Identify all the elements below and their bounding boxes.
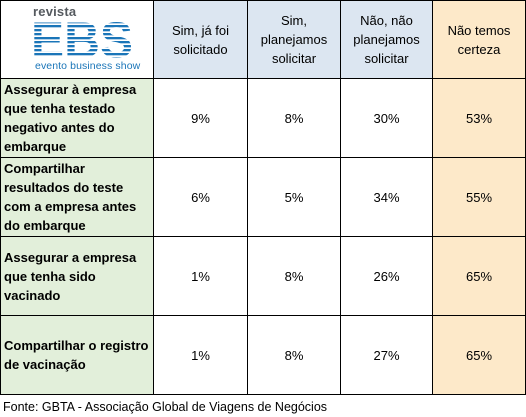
table-row: Assegurar à empresa que tenha testado ne…	[0, 78, 526, 158]
column-header: Sim, planejamos solicitar	[247, 0, 341, 79]
row-label: Compartilhar resultados do teste com a e…	[0, 157, 154, 237]
table-cell: 8%	[247, 236, 341, 316]
logo-cell: revista EBS evento business show	[0, 0, 154, 79]
table-cell: 6%	[153, 157, 248, 237]
logo-letters-graphic: EBS	[31, 17, 133, 59]
table-row: Assegurar a empresa que tenha sido vacin…	[0, 236, 526, 316]
ebs-logo: revista EBS evento business show	[1, 1, 154, 78]
header-row: revista EBS evento business show Sim, já…	[0, 0, 526, 79]
table-cell: 34%	[340, 157, 433, 237]
column-header: Sim, já foi solicitado	[153, 0, 248, 79]
table-cell: 27%	[340, 315, 433, 395]
table-cell: 30%	[340, 78, 433, 158]
table-cell: 8%	[247, 315, 341, 395]
table-cell: 55%	[432, 157, 526, 237]
table-cell: 5%	[247, 157, 341, 237]
table-cell: 65%	[432, 236, 526, 316]
column-header: Não temos certeza	[432, 0, 526, 79]
logo-bottom-text: evento business show	[35, 60, 141, 72]
row-label: Assegurar a empresa que tenha sido vacin…	[0, 236, 154, 316]
table-row: Compartilhar o registro de vacinação 1% …	[0, 315, 526, 395]
table-cell: 53%	[432, 78, 526, 158]
logo-letters: EBS	[31, 17, 133, 59]
table-cell: 26%	[340, 236, 433, 316]
survey-table: revista EBS evento business show Sim, já…	[0, 0, 526, 395]
table-row: Compartilhar resultados do teste com a e…	[0, 157, 526, 237]
table-cell: 1%	[153, 315, 248, 395]
table-cell: 1%	[153, 236, 248, 316]
column-header: Não, não planejamos solicitar	[340, 0, 433, 79]
table-cell: 8%	[247, 78, 341, 158]
table-cell: 65%	[432, 315, 526, 395]
source-note: Fonte: GBTA - Associação Global de Viage…	[3, 400, 328, 414]
table-cell: 9%	[153, 78, 248, 158]
logo-top-text: revista	[33, 4, 77, 19]
row-label: Assegurar à empresa que tenha testado ne…	[0, 78, 154, 158]
row-label: Compartilhar o registro de vacinação	[0, 315, 154, 395]
